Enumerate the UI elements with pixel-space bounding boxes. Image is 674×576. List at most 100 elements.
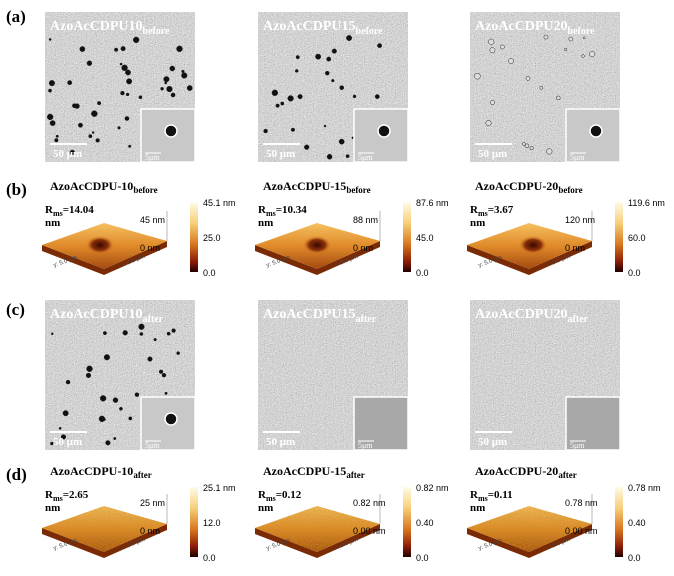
pore [128,144,132,148]
pore [326,154,333,160]
surface-side [467,241,592,275]
pore [122,330,128,336]
pore [58,426,62,430]
rms-label: Rms=2.65 [45,489,89,503]
sample-subscript: before [133,185,157,195]
pore [121,64,128,71]
pore [117,126,121,130]
image-title: AzoAcCDPU15after [263,307,377,325]
pore [290,127,295,132]
pore [582,36,586,40]
inset-pore [377,124,391,138]
z-top-label: 0.82 nm [353,498,386,508]
pore [325,70,330,76]
pore [60,434,67,440]
pore [98,415,106,423]
inset-scale-label: 5μm [570,153,585,162]
rms-subscript: ms [266,209,276,218]
pore [169,65,176,72]
scale-bar-label: 50 μm [478,436,507,448]
pore [125,92,130,97]
pore [326,56,332,62]
scale-bar-label: 50 μm [266,148,295,160]
pore [119,62,123,66]
scale-bar-label: 50 μm [53,436,82,448]
rms-value: =2.65 [63,489,89,501]
rms-symbol: R [45,204,54,216]
sem-image: AzoAcCDPU10after 50 μm 5μm [45,300,196,451]
pore [352,94,357,99]
pore [171,328,176,333]
inset-scale-label: 5μm [358,441,373,450]
pore [48,38,52,41]
map-title: AzoAcCDPU-15after [263,464,365,480]
sem-image: AzoAcCDPU20after 50 μm 5μm [470,300,621,451]
sample-name: AzoAcCDPU20 [475,307,568,322]
surface-pit [519,236,547,254]
colorbar [190,202,198,272]
rms-symbol: R [470,489,479,501]
colorbar [190,487,198,557]
z-bottom-label: 0 nm [140,526,160,536]
rms-label: Rms=0.11 [470,489,513,503]
colorbar [615,202,623,272]
pore [539,85,544,90]
rms-unit: nm [45,217,60,229]
sem-image: AzoAcCDPU10before 50 μm 5μm [45,12,196,163]
rms-unit: nm [470,502,485,514]
map-title: AzoAcCDPU-10before [50,179,158,195]
pore [315,53,322,60]
pore [120,46,126,52]
pore [331,48,337,54]
pore [85,372,92,378]
sample-subscript: before [558,185,582,195]
rms-value: =0.11 [488,489,513,501]
pore [374,94,380,99]
pore [338,138,345,145]
pore [170,92,176,98]
inset-pore [164,124,178,138]
scale-bar-label: 50 μm [478,148,507,160]
pore [181,72,188,79]
sample-subscript: before [568,26,596,37]
rms-subscript: ms [478,494,488,503]
pore [119,406,123,411]
pore [489,47,496,54]
pore [564,47,568,51]
pore [48,88,52,93]
z-bottom-label: 0.00 nm [565,526,598,536]
inset-scale-label: 5μm [145,441,160,450]
sample-subscript: after [356,314,377,325]
panel-label: (d) [6,465,27,484]
rms-symbol: R [258,489,267,501]
pore [79,46,86,52]
rms-label: Rms=3.67 [470,204,514,218]
pore [543,34,549,40]
colorbar-label: 0.0 [203,553,216,563]
rms-value: =3.67 [488,204,514,216]
sample-name: AzoAcCDPU20 [475,19,568,34]
z-top-label: 45 nm [140,215,165,225]
pore [67,80,73,86]
sample-subscript: after [133,470,151,480]
z-bottom-label: 0 nm [353,243,373,253]
colorbar-label: 60.0 [628,233,646,243]
pore [72,103,77,109]
sample-subscript: after [558,470,576,480]
pore [339,85,344,90]
pore [297,94,303,100]
sample-name: AzoAcCDPU15 [263,307,356,322]
pore [377,43,382,49]
colorbar-label: 45.1 nm [203,198,236,208]
pore [91,131,95,134]
inset-pore [164,412,178,426]
sample-name: AzoAcCDPU10 [50,307,143,322]
colorbar [403,487,411,557]
pore [568,36,574,42]
colorbar-label: 0.0 [203,268,216,278]
pore [163,76,170,83]
pore [78,122,83,128]
pore [166,85,173,93]
